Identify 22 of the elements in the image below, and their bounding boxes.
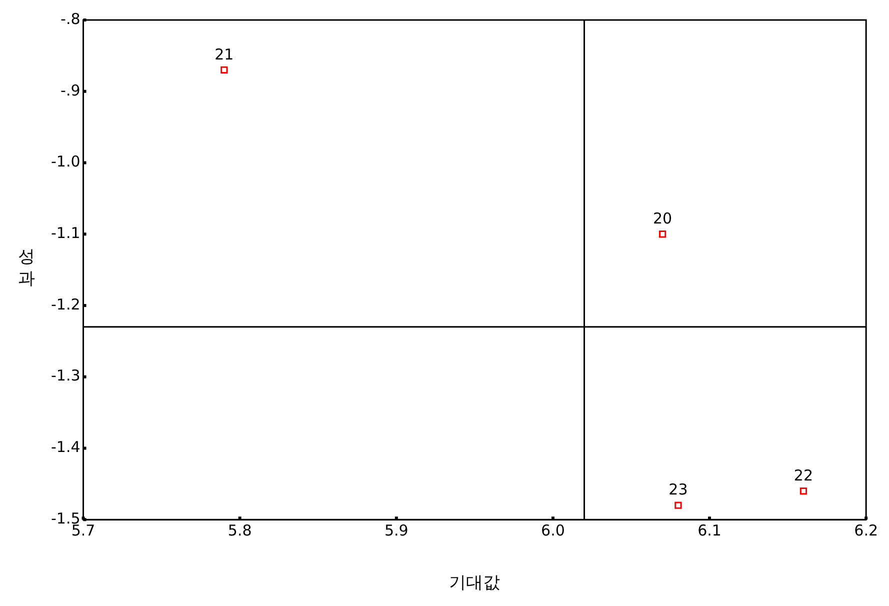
y-axis-title: 성과 xyxy=(18,246,36,290)
annotation: 22 xyxy=(794,466,813,484)
y-tick-label: -1.0 xyxy=(50,152,80,171)
x-axis-title: 기대값 xyxy=(449,573,500,594)
x-tick-label: 5.9 xyxy=(384,521,408,540)
x-tick-label: 6.1 xyxy=(698,521,722,540)
y-tick-label: -.8 xyxy=(60,10,80,28)
point xyxy=(800,487,808,495)
y-tick-label: -1.3 xyxy=(50,366,80,385)
y-tick-label: -.9 xyxy=(60,81,80,100)
x-tick-label: 5.8 xyxy=(228,521,252,540)
y-tick-label: -1.4 xyxy=(50,438,80,456)
x-tick-label: 6.2 xyxy=(854,521,878,540)
point xyxy=(658,230,666,238)
point xyxy=(220,66,228,74)
annotation: 21 xyxy=(214,45,234,64)
annotation: 20 xyxy=(652,210,672,228)
point xyxy=(674,502,682,509)
x-tick-label: 6.0 xyxy=(541,521,565,540)
y-tick-label: -1.2 xyxy=(50,295,80,314)
annotation: 23 xyxy=(668,480,688,499)
y-tick-label: -1.1 xyxy=(50,224,80,242)
